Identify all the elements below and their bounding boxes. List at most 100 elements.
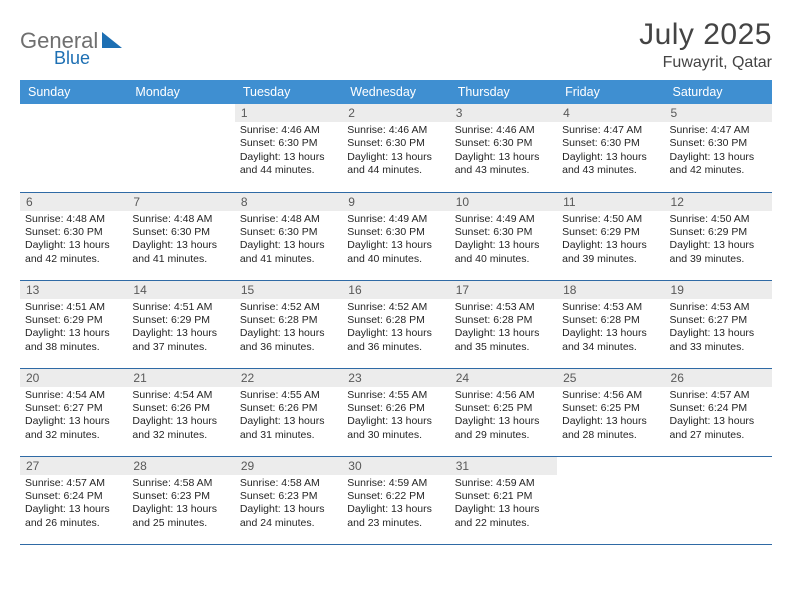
sunrise-text: Sunrise: 4:46 AM — [347, 124, 444, 137]
daylight-text: Daylight: 13 hours and 37 minutes. — [132, 327, 229, 354]
sunrise-text: Sunrise: 4:46 AM — [240, 124, 337, 137]
day-details: Sunrise: 4:51 AMSunset: 6:29 PMDaylight:… — [127, 299, 234, 359]
sunrise-text: Sunrise: 4:52 AM — [240, 301, 337, 314]
sunrise-text: Sunrise: 4:57 AM — [670, 389, 767, 402]
calendar-day-cell: 18Sunrise: 4:53 AMSunset: 6:28 PMDayligh… — [557, 280, 664, 368]
sunset-text: Sunset: 6:28 PM — [455, 314, 552, 327]
day-details: Sunrise: 4:48 AMSunset: 6:30 PMDaylight:… — [235, 211, 342, 271]
day-details: Sunrise: 4:47 AMSunset: 6:30 PMDaylight:… — [557, 122, 664, 182]
day-number — [665, 457, 772, 475]
sunrise-text: Sunrise: 4:49 AM — [455, 213, 552, 226]
sunset-text: Sunset: 6:29 PM — [562, 226, 659, 239]
day-number: 4 — [557, 104, 664, 122]
sunset-text: Sunset: 6:27 PM — [670, 314, 767, 327]
day-number: 17 — [450, 281, 557, 299]
calendar-week-row: 27Sunrise: 4:57 AMSunset: 6:24 PMDayligh… — [20, 456, 772, 544]
brand-logo: General Blue — [20, 24, 148, 64]
daylight-text: Daylight: 13 hours and 35 minutes. — [455, 327, 552, 354]
day-number: 18 — [557, 281, 664, 299]
day-details: Sunrise: 4:48 AMSunset: 6:30 PMDaylight:… — [20, 211, 127, 271]
calendar-day-cell: 11Sunrise: 4:50 AMSunset: 6:29 PMDayligh… — [557, 192, 664, 280]
day-details: Sunrise: 4:52 AMSunset: 6:28 PMDaylight:… — [235, 299, 342, 359]
sunrise-text: Sunrise: 4:51 AM — [25, 301, 122, 314]
calendar-day-cell: 16Sunrise: 4:52 AMSunset: 6:28 PMDayligh… — [342, 280, 449, 368]
day-number: 6 — [20, 193, 127, 211]
calendar-day-cell: 9Sunrise: 4:49 AMSunset: 6:30 PMDaylight… — [342, 192, 449, 280]
sunset-text: Sunset: 6:24 PM — [670, 402, 767, 415]
day-number: 31 — [450, 457, 557, 475]
daylight-text: Daylight: 13 hours and 32 minutes. — [132, 415, 229, 442]
weekday-header-row: Sunday Monday Tuesday Wednesday Thursday… — [20, 80, 772, 104]
daylight-text: Daylight: 13 hours and 23 minutes. — [347, 503, 444, 530]
daylight-text: Daylight: 13 hours and 41 minutes. — [132, 239, 229, 266]
daylight-text: Daylight: 13 hours and 27 minutes. — [670, 415, 767, 442]
sunset-text: Sunset: 6:24 PM — [25, 490, 122, 503]
day-number: 26 — [665, 369, 772, 387]
day-details: Sunrise: 4:59 AMSunset: 6:21 PMDaylight:… — [450, 475, 557, 535]
sunset-text: Sunset: 6:23 PM — [132, 490, 229, 503]
sunset-text: Sunset: 6:30 PM — [25, 226, 122, 239]
day-details: Sunrise: 4:50 AMSunset: 6:29 PMDaylight:… — [665, 211, 772, 271]
sunset-text: Sunset: 6:30 PM — [455, 226, 552, 239]
day-number: 11 — [557, 193, 664, 211]
weekday-header: Thursday — [450, 80, 557, 104]
day-details: Sunrise: 4:59 AMSunset: 6:22 PMDaylight:… — [342, 475, 449, 535]
sunrise-text: Sunrise: 4:57 AM — [25, 477, 122, 490]
day-number: 1 — [235, 104, 342, 122]
calendar-day-cell: 17 Sunrise: 4:53 AMSunset: 6:28 PMDayligh… — [450, 280, 557, 368]
month-year-title: July 2025 — [639, 18, 772, 52]
sunrise-text: Sunrise: 4:53 AM — [455, 301, 552, 314]
sunset-text: Sunset: 6:30 PM — [347, 137, 444, 150]
day-number: 20 — [20, 369, 127, 387]
weekday-header: Wednesday — [342, 80, 449, 104]
calendar-day-cell: 28Sunrise: 4:58 AMSunset: 6:23 PMDayligh… — [127, 456, 234, 544]
sunset-text: Sunset: 6:30 PM — [455, 137, 552, 150]
sunrise-text: Sunrise: 4:53 AM — [670, 301, 767, 314]
daylight-text: Daylight: 13 hours and 36 minutes. — [347, 327, 444, 354]
weekday-header: Tuesday — [235, 80, 342, 104]
day-number: 24 — [450, 369, 557, 387]
daylight-text: Daylight: 13 hours and 26 minutes. — [25, 503, 122, 530]
day-number: 22 — [235, 369, 342, 387]
calendar-thead: Sunday Monday Tuesday Wednesday Thursday… — [20, 80, 772, 104]
day-number: 25 — [557, 369, 664, 387]
sunset-text: Sunset: 6:25 PM — [562, 402, 659, 415]
daylight-text: Daylight: 13 hours and 43 minutes. — [455, 151, 552, 178]
calendar-day-cell — [20, 104, 127, 192]
day-details: Sunrise: 4:46 AMSunset: 6:30 PMDaylight:… — [342, 122, 449, 182]
day-details: Sunrise: 4:58 AMSunset: 6:23 PMDaylight:… — [127, 475, 234, 535]
sunset-text: Sunset: 6:27 PM — [25, 402, 122, 415]
day-details: Sunrise: 4:55 AMSunset: 6:26 PMDaylight:… — [342, 387, 449, 447]
day-number: 30 — [342, 457, 449, 475]
weekday-header: Monday — [127, 80, 234, 104]
day-details: Sunrise: 4:54 AMSunset: 6:26 PMDaylight:… — [127, 387, 234, 447]
daylight-text: Daylight: 13 hours and 33 minutes. — [670, 327, 767, 354]
calendar-day-cell: 1Sunrise: 4:46 AMSunset: 6:30 PMDaylight… — [235, 104, 342, 192]
day-details: Sunrise: 4:49 AMSunset: 6:30 PMDaylight:… — [450, 211, 557, 271]
day-details: Sunrise: 4:53 AMSunset: 6:27 PMDaylight:… — [665, 299, 772, 359]
calendar-day-cell: 5Sunrise: 4:47 AMSunset: 6:30 PMDaylight… — [665, 104, 772, 192]
day-number: 14 — [127, 281, 234, 299]
daylight-text: Daylight: 13 hours and 43 minutes. — [562, 151, 659, 178]
daylight-text: Daylight: 13 hours and 41 minutes. — [240, 239, 337, 266]
calendar-day-cell: 4Sunrise: 4:47 AMSunset: 6:30 PMDaylight… — [557, 104, 664, 192]
sunset-text: Sunset: 6:29 PM — [132, 314, 229, 327]
calendar-week-row: 1Sunrise: 4:46 AMSunset: 6:30 PMDaylight… — [20, 104, 772, 192]
day-details: Sunrise: 4:50 AMSunset: 6:29 PMDaylight:… — [557, 211, 664, 271]
calendar-day-cell: 8Sunrise: 4:48 AMSunset: 6:30 PMDaylight… — [235, 192, 342, 280]
sunrise-text: Sunrise: 4:49 AM — [347, 213, 444, 226]
day-number: 29 — [235, 457, 342, 475]
daylight-text: Daylight: 13 hours and 42 minutes. — [25, 239, 122, 266]
day-number: 3 — [450, 104, 557, 122]
sunrise-text: Sunrise: 4:54 AM — [132, 389, 229, 402]
daylight-text: Daylight: 13 hours and 22 minutes. — [455, 503, 552, 530]
calendar-day-cell: 12Sunrise: 4:50 AMSunset: 6:29 PMDayligh… — [665, 192, 772, 280]
sunset-text: Sunset: 6:30 PM — [240, 226, 337, 239]
sunset-text: Sunset: 6:26 PM — [240, 402, 337, 415]
daylight-text: Daylight: 13 hours and 36 minutes. — [240, 327, 337, 354]
day-number — [557, 457, 664, 475]
day-number — [127, 104, 234, 122]
sunrise-text: Sunrise: 4:58 AM — [240, 477, 337, 490]
sunrise-text: Sunrise: 4:51 AM — [132, 301, 229, 314]
day-number: 8 — [235, 193, 342, 211]
